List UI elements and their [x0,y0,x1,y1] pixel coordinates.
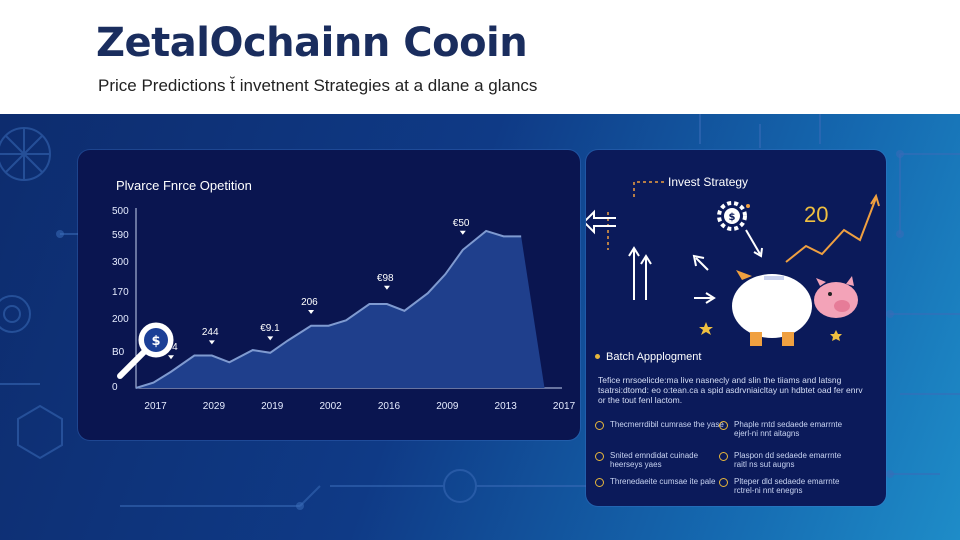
y-tick-label: 300 [112,257,129,269]
growth-value: 20 [804,202,829,227]
strategy-panel: $ Invest Strategy 20 Batch Appplogment [586,150,886,506]
price-area [136,230,562,388]
data-label: 206 [301,297,318,309]
list-bullet [719,421,728,430]
x-tick-label: 2013 [494,401,517,412]
section-bullet [595,354,600,359]
list-item: Plteper dld sedaede emarrnte rctrel-ni n… [734,477,840,495]
x-tick-label: 2002 [319,401,342,412]
magnifier-dollar-icon: $ [114,318,174,388]
data-label-marker [383,285,390,290]
x-tick-label: 2017 [144,401,167,412]
list-item: Plaspon dd sedaede emarrnte raitl ns sut… [734,451,842,469]
list-item: Phaple rntd sedaede emarrnte ejerl-ni nn… [734,420,843,438]
y-tick-label: 170 [112,287,129,299]
x-tick-label: 2009 [436,401,459,412]
data-label-marker [459,230,466,235]
page-title: ZetalOchainn Cooin [96,20,528,66]
y-tick-label: 0 [112,382,118,393]
x-tick-label: 2019 [261,401,284,412]
piggy-bank-icon [732,270,812,346]
list-bullet [595,478,604,487]
list-item: Snited emndidat cuinade heerseys yaes [610,451,699,469]
svg-text:$: $ [729,212,736,223]
x-tick-label: 2016 [377,401,401,412]
x-tick-label: 2017 [552,401,576,412]
data-label: 244 [201,327,219,339]
data-label-marker [208,340,215,345]
list-bullet [595,452,604,461]
data-label: €50 [452,217,470,229]
list-bullet [595,421,604,430]
list-item: Thecmerrdibil cumrase the yase [610,420,724,429]
chart-panel: Plvarce Fnrce Opetition 500 590 300 170 200 B… [78,150,580,440]
price-chart [135,208,562,389]
section-paragraph: Tefice rnrsoelicde:ma live nasnecly and … [598,375,863,405]
data-label: €9.1 [260,323,280,335]
y-tick-label: 200 [112,314,129,326]
strategy-title: Invest Strategy [668,175,749,189]
section-title: Batch Appplogment [606,351,702,363]
list-bullet [719,478,728,487]
page-subtitle: Price Predictions t̆ invetnent Strategie… [98,76,538,95]
y-tick-label: 500 [112,206,129,217]
chart-title: Plvarce Fnrce Opetition [116,178,252,193]
gear-dollar-icon: $ [717,201,750,231]
price-line [135,229,522,389]
circuit-decoration [0,114,960,510]
y-tick-label: B0 [112,346,125,358]
svg-text:$: $ [151,334,160,349]
y-tick-label: 590 [112,230,129,242]
strategy-illustration: $ [586,181,880,346]
x-tick-label: 2029 [202,401,226,412]
list-item: Threnedaeite cumsae ite pale [610,477,716,486]
data-label: €98 [376,272,394,284]
data-label-marker [308,310,315,315]
data-label-marker [267,336,274,341]
data-label-marker [168,355,175,360]
list-bullet [719,452,728,461]
header: ZetalOchainn Cooin Price Predictions t̆ … [0,0,960,114]
